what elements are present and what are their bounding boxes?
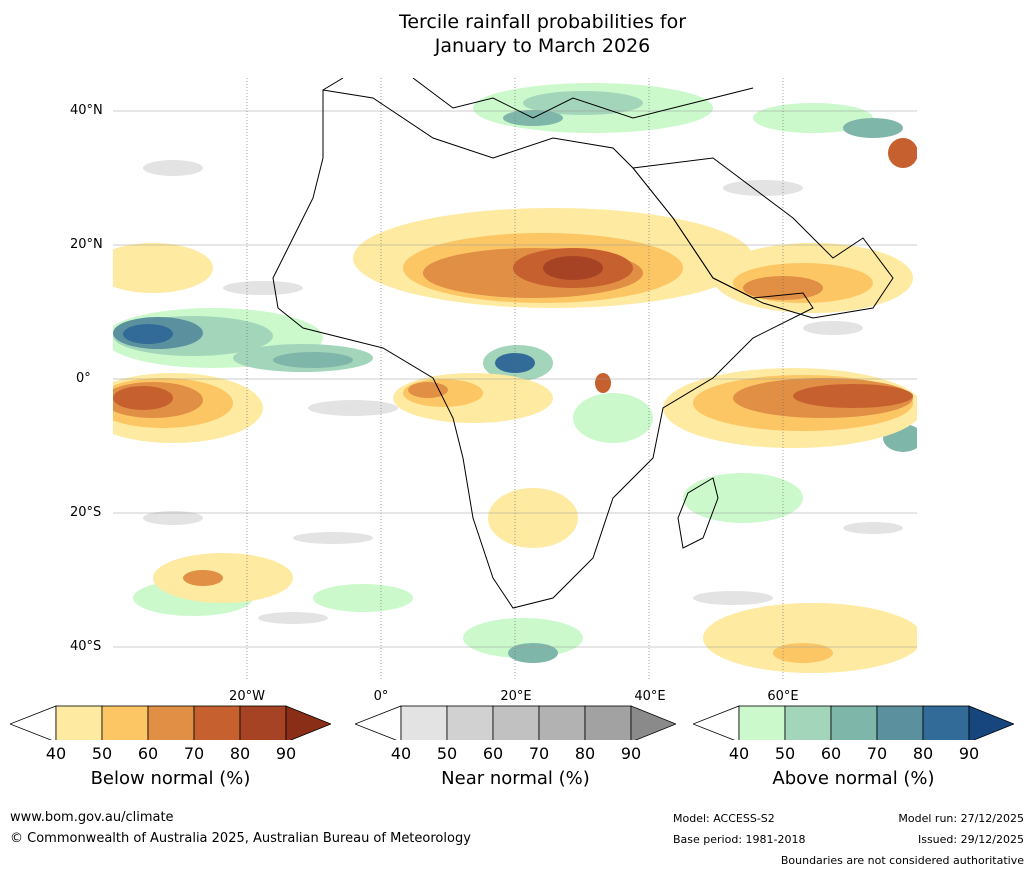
base-period-text: Base period: 1981-2018 [673,833,806,846]
colorbar-near-swatches [353,705,678,743]
near-swatch-3 [492,705,540,743]
below-tick-50: 50 [91,744,113,763]
near-normal-title: Near normal (%) [441,768,590,789]
above-swatch-5 [922,705,970,743]
above-tick-90: 90 [958,744,980,763]
below-tick-80: 80 [229,744,251,763]
near-tick-90: 90 [620,744,642,763]
near-swatch-1 [400,705,448,743]
above-swatch-3 [830,705,878,743]
above-normal-patches [113,83,917,663]
model-text: Model: ACCESS-S2 [673,812,775,825]
issued-text: Issued: 29/12/2025 [917,833,1024,846]
above-swatch-4 [876,705,924,743]
lat-label-40n: 40°N [70,103,103,118]
below-swatch-5 [239,705,287,743]
probability-map [113,78,917,681]
madagascar-coastline [677,477,719,549]
model-run-text: Model run: 27/12/2025 [898,812,1024,825]
near-tick-40: 40 [390,744,412,763]
below-swatch-0 [8,705,57,743]
near-tick-60: 60 [482,744,504,763]
europe-coastline [322,78,754,119]
near-swatch-0 [353,705,402,743]
colorbar-above-normal: 40 50 60 70 80 90 Above normal (%) [691,700,1016,789]
below-tick-70: 70 [183,744,205,763]
lon-label-20e: 20°E [500,689,532,704]
below-tick-90: 90 [275,744,297,763]
title-line-1: Tercile rainfall probabilities for [398,11,687,33]
near-tick-70: 70 [528,744,550,763]
colorbar-below-swatches [8,705,333,743]
above-swatch-2 [784,705,832,743]
lon-label-60e: 60°E [767,689,799,704]
above-tick-40: 40 [728,744,750,763]
lon-label-20w: 20°W [229,689,265,704]
lat-label-20n: 20°N [70,237,103,252]
arabia-coastline [632,157,894,319]
near-swatch-2 [446,705,494,743]
africa-coastline [272,89,814,609]
above-swatch-6 [968,705,1016,743]
above-tick-60: 60 [820,744,842,763]
above-swatch-0 [691,705,740,743]
above-tick-50: 50 [774,744,796,763]
above-swatch-1 [738,705,786,743]
near-swatch-6 [630,705,678,743]
below-swatch-3 [147,705,195,743]
near-tick-80: 80 [574,744,596,763]
lat-label-eq: 0° [76,371,91,386]
title-line-2: January to March 2026 [434,35,651,57]
colorbar-near-normal: 40 50 60 70 80 90 Near normal (%) [353,700,678,789]
near-tick-50: 50 [436,744,458,763]
above-tick-70: 70 [866,744,888,763]
below-swatch-6 [285,705,333,743]
below-tick-60: 60 [137,744,159,763]
below-swatch-2 [101,705,149,743]
below-normal-patches [113,138,917,673]
boundaries-disclaimer: Boundaries are not considered authoritat… [780,854,1024,867]
map-title: Tercile rainfall probabilities for Janua… [0,10,1035,58]
copyright-text: © Commonwealth of Australia 2025, Austra… [10,831,471,846]
website-link[interactable]: www.bom.gov.au/climate [10,810,174,825]
near-swatch-4 [538,705,586,743]
lat-label-40s: 40°S [70,639,102,654]
above-normal-title: Above normal (%) [772,768,935,789]
below-swatch-4 [193,705,241,743]
below-tick-40: 40 [45,744,67,763]
below-normal-title: Below normal (%) [90,768,251,789]
below-swatch-1 [55,705,103,743]
lat-label-20s: 20°S [70,505,102,520]
colorbar-above-swatches [691,705,1016,743]
lon-label-40e: 40°E [634,689,666,704]
colorbar-below-normal: 40 50 60 70 80 90 Below normal (%) [8,700,333,789]
near-swatch-5 [584,705,632,743]
above-tick-80: 80 [912,744,934,763]
lon-label-0: 0° [373,689,389,704]
